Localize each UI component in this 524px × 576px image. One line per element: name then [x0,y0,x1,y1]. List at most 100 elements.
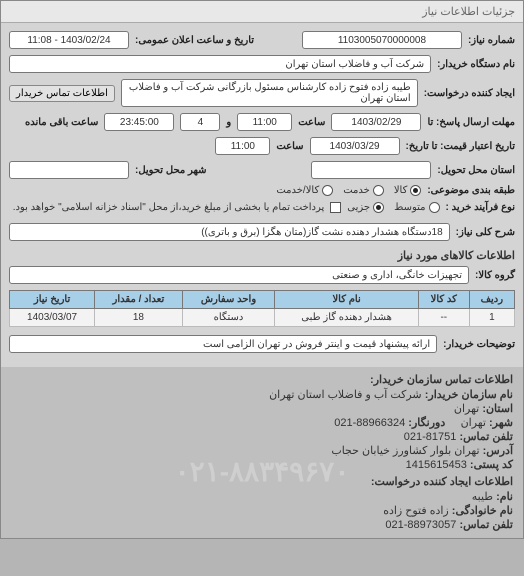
line-org: نام سازمان خریدار: شرکت آب و فاضلاب استا… [11,388,513,401]
radio-dot-icon [410,185,421,196]
contact-address-label: آدرس: [483,445,513,457]
reply-time-field: 11:00 [237,113,292,131]
line-postal: کد پستی: 1415615453 [11,458,513,471]
window-content: شماره نیاز: 1103005070000008 تاریخ و ساع… [1,23,523,367]
need-number-label: شماره نیاز: [468,35,515,46]
line-address: آدرس: تهران بلوار کشاورز خیابان حجاب [11,444,513,457]
contact-postal: 1415615453 [406,459,467,471]
need-number-field: 1103005070000008 [302,31,462,49]
buyer-notes-label: توضیحات خریدار: [443,339,515,350]
cell-row: 1 [469,309,514,327]
table-row: 1 -- هشدار دهنده گاز طبی دستگاه 18 1403/… [10,309,515,327]
reply-remaining-field: 23:45:00 [104,113,174,131]
row-description: شرح کلی نیاز: 18دستگاه هشدار دهنده نشت گ… [9,223,515,241]
price-valid-date-field: 1403/03/29 [310,137,400,155]
radio-dot-icon [373,185,384,196]
announce-datetime-field: 1403/02/24 - 11:08 [9,31,129,49]
cell-qty: 18 [95,309,182,327]
line-province: استان: تهران [11,402,513,415]
cell-code: -- [418,309,469,327]
col-name: نام کالا [275,291,419,309]
org-field: شرکت آب و فاضلاب استان تهران [9,55,431,73]
row-group: گروه کالا: تجهیزات خانگی، اداری و صنعتی [9,266,515,284]
contact-address: تهران بلوار کشاورز خیابان حجاب [331,445,479,457]
price-valid-time-label: ساعت [276,141,303,152]
reply-deadline-label: مهلت ارسال پاسخ: تا [427,117,515,128]
purchase-note: پرداخت تمام یا بخشی از مبلغ خرید،از محل … [13,202,325,213]
creator-label: ایجاد کننده درخواست: [424,88,515,99]
radio-kalakhadamat-label: کالا/خدمت [276,185,319,196]
reply-time-label: ساعت [298,117,325,128]
col-row: ردیف [469,291,514,309]
row-number: شماره نیاز: 1103005070000008 تاریخ و ساع… [9,31,515,49]
buyer-contact-section: ۰۲۱-۸۸۳۴۹۶۷۰ اطلاعات تماس سازمان خریدار:… [1,367,523,538]
purchase-type-radio-group: متوسط جزیی [347,202,439,213]
radio-dot-icon [429,202,440,213]
radio-kala[interactable]: کالا [394,185,422,196]
radio-kalakhadamat[interactable]: کالا/خدمت [276,185,333,196]
radio-dot-icon [322,185,333,196]
row-category: طبقه بندی موضوعی: کالا خدمت کالا/خدمت [9,185,515,196]
line-creator-name: نام: طیبه [11,490,513,503]
price-valid-label: تاریخ اعتبار قیمت: تا تاریخ: [406,141,515,152]
contact-fax-label: دورنگار: [408,417,445,429]
col-date: تاریخ نیاز [10,291,95,309]
row-creator: ایجاد کننده درخواست: طیبه زاده فتوح زاده… [9,79,515,107]
items-section-title: اطلاعات کالاهای مورد نیاز [9,249,515,262]
cell-unit: دستگاه [182,309,275,327]
creator-phone: 88973057-021 [385,519,456,531]
announce-label: تاریخ و ساعت اعلان عمومی: [135,35,254,46]
contact-city: تهران [461,417,486,429]
creator-name-label: نام: [496,491,513,503]
creator-section-title: اطلاعات ایجاد کننده درخواست: [11,475,513,488]
contact-province-label: استان: [482,403,513,415]
purchase-type-label: نوع فرآیند خرید : [446,202,515,213]
line-city-fax: شهر: تهران دورنگار: 88966324-021 [11,416,513,429]
desc-field: 18دستگاه هشدار دهنده نشت گاز(متان هگزا (… [9,223,450,241]
buyer-contact-button[interactable]: اطلاعات تماس خریدار [9,85,115,102]
delivery-province-label: استان محل تحویل: [437,165,515,176]
row-price-validity: تاریخ اعتبار قیمت: تا تاریخ: 1403/03/29 … [9,137,515,155]
contact-org: شرکت آب و فاضلاب استان تهران [269,389,422,401]
contact-phone: 81751-021 [404,431,457,443]
row-purchase-type: نوع فرآیند خرید : متوسط جزیی پرداخت تمام… [9,202,515,213]
radio-khadamat-label: خدمت [343,185,370,196]
desc-label: شرح کلی نیاز: [456,227,515,238]
line-creator-phone: تلفن تماس: 88973057-021 [11,518,513,531]
radio-jozi[interactable]: جزیی [347,202,384,213]
line-phone: تلفن تماس: 81751-021 [11,430,513,443]
radio-kala-label: کالا [394,185,408,196]
line-creator-lname: نام خانوادگی: زاده فتوح زاده [11,504,513,517]
need-details-window: جزئیات اطلاعات نیاز شماره نیاز: 11030050… [0,0,524,539]
radio-jozi-label: جزیی [347,202,370,213]
treasury-checkbox[interactable] [330,202,341,213]
category-label: طبقه بندی موضوعی: [427,185,515,196]
col-qty: تعداد / مقدار [95,291,182,309]
org-label: نام دستگاه خریدار: [437,59,515,70]
delivery-province-field [311,161,431,179]
radio-dot-icon [373,202,384,213]
cell-name: هشدار دهنده گاز طبی [275,309,419,327]
contact-province: تهران [454,403,479,415]
radio-motavaset-label: متوسط [394,202,425,213]
col-unit: واحد سفارش [182,291,275,309]
reply-remaining-label: ساعت باقی مانده [25,117,98,128]
creator-phone-label: تلفن تماس: [459,519,513,531]
group-label: گروه کالا: [475,270,515,281]
delivery-city-field [9,161,129,179]
window-title-bar: جزئیات اطلاعات نیاز [1,1,523,23]
delivery-city-label: شهر محل تحویل: [135,165,207,176]
radio-motavaset[interactable]: متوسط [394,202,439,213]
contact-org-label: نام سازمان خریدار: [425,389,513,401]
row-buyer-notes: توضیحات خریدار: ارائه پیشنهاد قیمت و این… [9,335,515,353]
contact-title: اطلاعات تماس سازمان خریدار: [11,373,513,386]
window-title: جزئیات اطلاعات نیاز [422,6,515,18]
col-code: کد کالا [418,291,469,309]
radio-khadamat[interactable]: خدمت [343,185,384,196]
creator-lname-label: نام خانوادگی: [452,505,513,517]
row-org: نام دستگاه خریدار: شرکت آب و فاضلاب استا… [9,55,515,73]
items-table: ردیف کد کالا نام کالا واحد سفارش تعداد /… [9,290,515,327]
creator-field: طیبه زاده فتوح زاده کارشناس مسئول بازرگا… [121,79,418,107]
row-reply-deadline: مهلت ارسال پاسخ: تا 1403/02/29 ساعت 11:0… [9,113,515,131]
reply-days-field: 4 [180,113,220,131]
